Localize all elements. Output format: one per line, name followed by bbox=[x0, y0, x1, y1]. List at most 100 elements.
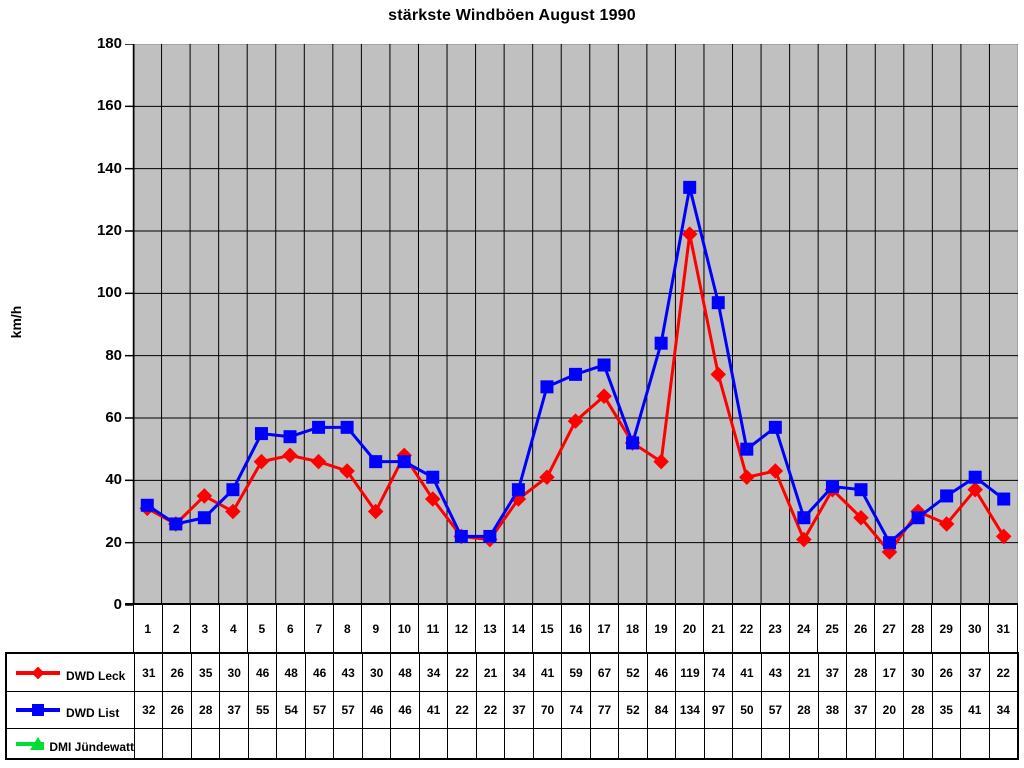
data-point-marker bbox=[797, 511, 811, 525]
legend-label: DWD List bbox=[66, 706, 120, 720]
value-cell: 52 bbox=[619, 692, 648, 728]
value-cell: 41 bbox=[961, 692, 990, 728]
y-axis-tick-marks bbox=[125, 44, 133, 606]
day-header-cell: 24 bbox=[790, 605, 819, 652]
value-cell: 30 bbox=[363, 654, 392, 691]
data-point-marker bbox=[683, 180, 697, 194]
value-cell: 28 bbox=[192, 692, 221, 728]
value-cell: 97 bbox=[705, 692, 734, 728]
day-header-cell: 8 bbox=[334, 605, 363, 652]
day-header-cell: 15 bbox=[533, 605, 562, 652]
value-cell: 22 bbox=[996, 665, 1010, 680]
plot-area bbox=[125, 44, 1018, 606]
value-cell: 37 bbox=[847, 692, 876, 728]
value-cell: 84 bbox=[648, 692, 677, 728]
value-cell bbox=[676, 729, 705, 758]
day-header-cell: 23 bbox=[761, 605, 790, 652]
day-header-cell: 7 bbox=[305, 605, 334, 652]
day-header-cell: 14 bbox=[505, 605, 534, 652]
value-cell: 17 bbox=[876, 654, 905, 691]
day-header-cell: 31 bbox=[989, 605, 1018, 652]
value-cell: 57 bbox=[762, 692, 791, 728]
data-point-marker bbox=[169, 517, 183, 531]
data-point-marker bbox=[940, 489, 954, 503]
y-axis-tick-label: 40 bbox=[105, 471, 122, 489]
legend-key: DWD Leck bbox=[7, 654, 135, 691]
value-cell bbox=[306, 729, 335, 758]
plot-background bbox=[132, 44, 1018, 606]
data-point-marker bbox=[511, 483, 525, 497]
value-cell: 20 bbox=[876, 692, 905, 728]
value-cell: 67 bbox=[591, 654, 620, 691]
value-cell: 46 bbox=[391, 692, 420, 728]
day-header-cell: 5 bbox=[248, 605, 277, 652]
data-point-marker bbox=[854, 483, 868, 497]
day-header-cell: 18 bbox=[619, 605, 648, 652]
value-cell bbox=[733, 729, 762, 758]
value-cell: 37 bbox=[819, 654, 848, 691]
value-cell bbox=[420, 729, 449, 758]
value-cell: 30 bbox=[220, 654, 249, 691]
value-cell bbox=[819, 729, 848, 758]
value-cell bbox=[277, 729, 306, 758]
value-cell: 46 bbox=[648, 654, 677, 691]
y-axis-tick-label: 20 bbox=[105, 533, 122, 551]
day-header-cell: 29 bbox=[932, 605, 961, 652]
legend-label: DWD Leck bbox=[66, 668, 126, 683]
day-header-cell: 13 bbox=[476, 605, 505, 652]
day-header-cell: 1 bbox=[134, 605, 163, 652]
data-point-marker bbox=[654, 336, 668, 350]
triangle-marker-icon bbox=[16, 736, 45, 750]
value-cell: 77 bbox=[591, 692, 620, 728]
value-cell bbox=[562, 729, 591, 758]
value-cell bbox=[904, 729, 933, 758]
data-point-marker bbox=[282, 447, 298, 464]
value-cell: 22 bbox=[477, 692, 506, 728]
data-point-marker bbox=[426, 470, 440, 484]
y-axis-tick-label: 160 bbox=[96, 97, 122, 115]
value-cell: 43 bbox=[762, 654, 791, 691]
data-point-marker bbox=[140, 498, 154, 512]
data-point-marker bbox=[911, 511, 925, 525]
data-table: DWD Leck 31 26 35 30 46 48 46 43 30 48 34 22 21 34 41 59… bbox=[5, 652, 1019, 760]
day-header-cell: 27 bbox=[875, 605, 904, 652]
value-cell: 55 bbox=[249, 692, 278, 728]
value-cell bbox=[448, 729, 477, 758]
series-dwd-list bbox=[140, 180, 1011, 550]
data-point-marker bbox=[340, 420, 354, 434]
value-cell bbox=[505, 729, 534, 758]
value-cell bbox=[648, 729, 677, 758]
value-cell: 21 bbox=[477, 654, 506, 691]
data-point-marker bbox=[483, 529, 497, 543]
day-header-row: 1 2 3 4 5 6 7 8 9 10 11 12 13 14 15 16 17 18 19 20 21 22 23 24 2… bbox=[133, 603, 1018, 652]
day-header-cell: 28 bbox=[904, 605, 933, 652]
value-cell: 31 bbox=[135, 654, 164, 691]
value-cell bbox=[876, 729, 905, 758]
value-cell: 35 bbox=[192, 654, 221, 691]
table-row: DWD List 32 26 28 37 55 54 57 57 46 46 41 22 22 37 70 74… bbox=[7, 692, 1017, 729]
data-point-marker bbox=[968, 470, 982, 484]
value-cell: 26 bbox=[933, 654, 962, 691]
diamond-marker-icon bbox=[16, 666, 60, 679]
value-cell: 21 bbox=[790, 654, 819, 691]
table-row: DWD Leck 31 26 35 30 46 48 46 43 30 48 34 22 21 34 41 59… bbox=[7, 654, 1017, 692]
data-point-marker bbox=[454, 529, 468, 543]
value-cell bbox=[363, 729, 392, 758]
value-cell bbox=[847, 729, 876, 758]
data-point-marker bbox=[711, 296, 725, 310]
data-point-marker bbox=[995, 528, 1012, 545]
day-header-cell: 16 bbox=[562, 605, 591, 652]
value-cell bbox=[705, 729, 734, 758]
value-cell bbox=[762, 729, 791, 758]
value-cell: 50 bbox=[733, 692, 762, 728]
value-cell: 38 bbox=[819, 692, 848, 728]
value-cell: 74 bbox=[562, 692, 591, 728]
value-cell: 43 bbox=[334, 654, 363, 691]
value-cell: 34 bbox=[505, 654, 534, 691]
value-cell: 119 bbox=[676, 654, 705, 691]
value-cell: 134 bbox=[676, 692, 705, 728]
y-axis-tick-label: 180 bbox=[96, 35, 122, 52]
day-header-cell: 2 bbox=[163, 605, 192, 652]
value-cell bbox=[790, 729, 819, 758]
value-cell: 70 bbox=[534, 692, 563, 728]
